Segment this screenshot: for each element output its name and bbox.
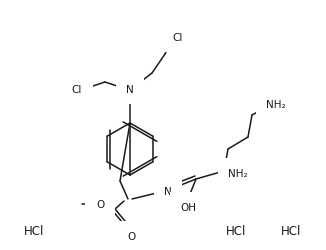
Text: HCl: HCl — [281, 224, 301, 237]
Text: OH: OH — [180, 202, 196, 212]
Text: NH₂: NH₂ — [228, 168, 248, 178]
Text: N: N — [126, 85, 134, 94]
Text: HCl: HCl — [24, 224, 44, 237]
Text: O: O — [127, 231, 135, 241]
Text: O: O — [96, 199, 104, 209]
Text: NH₂: NH₂ — [266, 100, 286, 110]
Text: Cl: Cl — [72, 85, 82, 94]
Text: N: N — [164, 186, 172, 196]
Text: Cl: Cl — [173, 33, 183, 43]
Text: HCl: HCl — [226, 224, 246, 237]
